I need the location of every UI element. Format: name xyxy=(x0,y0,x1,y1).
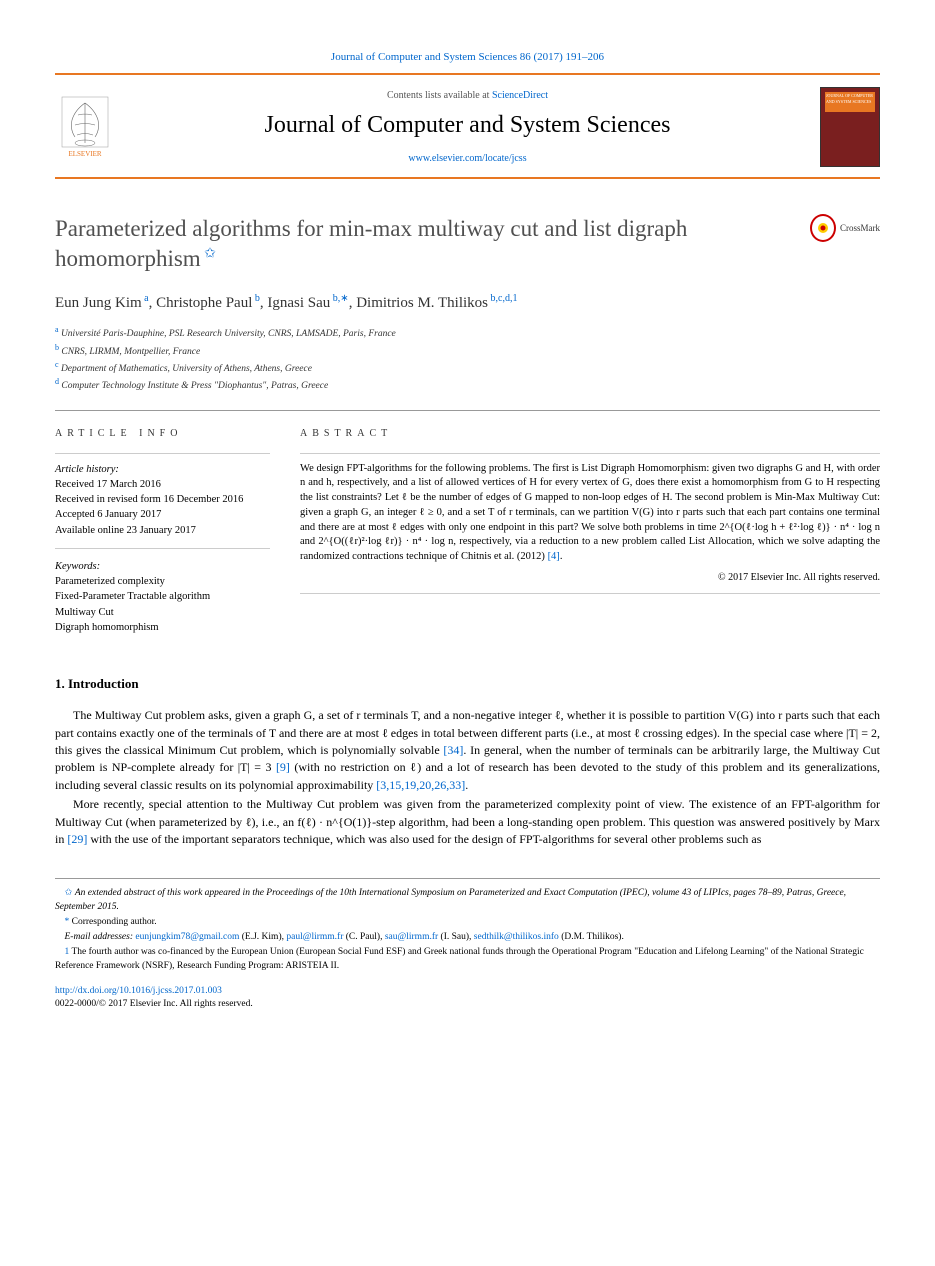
title-footnote-marker: ✩ xyxy=(201,247,216,262)
info-rule xyxy=(55,453,270,454)
author-3-aff: b,∗ xyxy=(330,293,348,304)
journal-name: Journal of Computer and System Sciences xyxy=(130,109,805,143)
abstract-bottom-rule xyxy=(300,593,880,594)
emails-label: E-mail addresses: xyxy=(65,932,134,942)
author-1: Eun Jung Kim xyxy=(55,295,142,311)
keyword-3: Multiway Cut xyxy=(55,605,270,620)
journal-cover-thumbnail: JOURNAL OF COMPUTER AND SYSTEM SCIENCES xyxy=(820,87,880,167)
article-info-column: ARTICLE INFO Article history: Received 1… xyxy=(55,427,270,635)
abstract-rule xyxy=(300,453,880,454)
affiliation-a: a Université Paris-Dauphine, PSL Researc… xyxy=(55,324,880,341)
footnote-star: ✩ An extended abstract of this work appe… xyxy=(55,887,880,914)
online-line: Available online 23 January 2017 xyxy=(55,523,270,538)
crossmark-label: CrossMark xyxy=(840,222,880,235)
author-2: Christophe Paul xyxy=(156,295,252,311)
abstract-cite-link[interactable]: [4] xyxy=(548,551,560,562)
footnote-corresp: * Corresponding author. xyxy=(55,916,880,929)
email-1[interactable]: eunjungkim78@gmail.com xyxy=(135,932,239,942)
email-4[interactable]: sedthilk@thilikos.info xyxy=(474,932,559,942)
keyword-2: Fixed-Parameter Tractable algorithm xyxy=(55,589,270,604)
title-text: Parameterized algorithms for min-max mul… xyxy=(55,216,687,271)
keywords-label: Keywords: xyxy=(55,559,270,574)
doi-line: http://dx.doi.org/10.1016/j.jcss.2017.01… xyxy=(55,985,880,998)
abstract-text: We design FPT-algorithms for the followi… xyxy=(300,462,880,565)
footnote-1: 1 The fourth author was co-financed by t… xyxy=(55,946,880,973)
contents-text: Contents lists available at xyxy=(387,90,489,101)
keyword-1: Parameterized complexity xyxy=(55,574,270,589)
affiliation-b: b CNRS, LIRMM, Montpellier, France xyxy=(55,342,880,359)
received-line: Received 17 March 2016 xyxy=(55,477,270,492)
cover-title: JOURNAL OF COMPUTER AND SYSTEM SCIENCES xyxy=(825,92,875,112)
footnotes-block: ✩ An extended abstract of this work appe… xyxy=(55,878,880,973)
crossmark-icon xyxy=(810,214,836,242)
issn-line: 0022-0000/© 2017 Elsevier Inc. All right… xyxy=(55,998,880,1011)
top-citation: Journal of Computer and System Sciences … xyxy=(55,50,880,65)
affiliation-c: c Department of Mathematics, University … xyxy=(55,359,880,376)
authors-line: Eun Jung Kim a, Christophe Paul b, Ignas… xyxy=(55,292,880,314)
info-inner-rule xyxy=(55,548,270,549)
revised-line: Received in revised form 16 December 201… xyxy=(55,492,270,507)
abstract-copyright: © 2017 Elsevier Inc. All rights reserved… xyxy=(300,571,880,585)
journal-header: ELSEVIER Contents lists available at Sci… xyxy=(55,75,880,179)
email-3[interactable]: sau@lirmm.fr xyxy=(385,932,438,942)
abstract-label: ABSTRACT xyxy=(300,427,880,441)
author-1-aff: a xyxy=(142,293,149,304)
divider xyxy=(55,410,880,411)
intro-para-2: More recently, special attention to the … xyxy=(55,796,880,848)
intro-body: The Multiway Cut problem asks, given a g… xyxy=(55,707,880,848)
journal-url[interactable]: www.elsevier.com/locate/jcss xyxy=(130,152,805,166)
author-3: Ignasi Sau xyxy=(267,295,330,311)
keyword-4: Digraph homomorphism xyxy=(55,620,270,635)
elsevier-label: ELSEVIER xyxy=(68,150,101,160)
affiliations-block: a Université Paris-Dauphine, PSL Researc… xyxy=(55,324,880,394)
affiliation-d: d Computer Technology Institute & Press … xyxy=(55,376,880,393)
accepted-line: Accepted 6 January 2017 xyxy=(55,507,270,522)
article-info-label: ARTICLE INFO xyxy=(55,427,270,441)
email-2[interactable]: paul@lirmm.fr xyxy=(286,932,343,942)
elsevier-tree-icon xyxy=(60,95,110,150)
cite-multi-1[interactable]: [3,15,19,20,26,33] xyxy=(376,778,465,792)
cite-29[interactable]: [29] xyxy=(67,832,87,846)
intro-para-1: The Multiway Cut problem asks, given a g… xyxy=(55,707,880,794)
doi-link[interactable]: http://dx.doi.org/10.1016/j.jcss.2017.01… xyxy=(55,986,222,996)
crossmark-badge[interactable]: CrossMark xyxy=(810,214,880,242)
author-4-aff: b,c,d,1 xyxy=(488,293,517,304)
author-2-aff: b xyxy=(252,293,260,304)
section-1-heading: 1. Introduction xyxy=(55,675,880,693)
cite-34[interactable]: [34] xyxy=(443,743,463,757)
author-4: Dimitrios M. Thilikos xyxy=(356,295,488,311)
elsevier-logo: ELSEVIER xyxy=(55,90,115,165)
article-title: Parameterized algorithms for min-max mul… xyxy=(55,214,795,274)
header-center: Contents lists available at ScienceDirec… xyxy=(130,89,805,167)
contents-available-line: Contents lists available at ScienceDirec… xyxy=(130,89,805,103)
abstract-column: ABSTRACT We design FPT-algorithms for th… xyxy=(300,427,880,635)
footnote-emails: E-mail addresses: eunjungkim78@gmail.com… xyxy=(55,931,880,944)
sciencedirect-link[interactable]: ScienceDirect xyxy=(492,90,548,101)
cite-9[interactable]: [9] xyxy=(276,760,290,774)
history-label: Article history: xyxy=(55,462,270,477)
